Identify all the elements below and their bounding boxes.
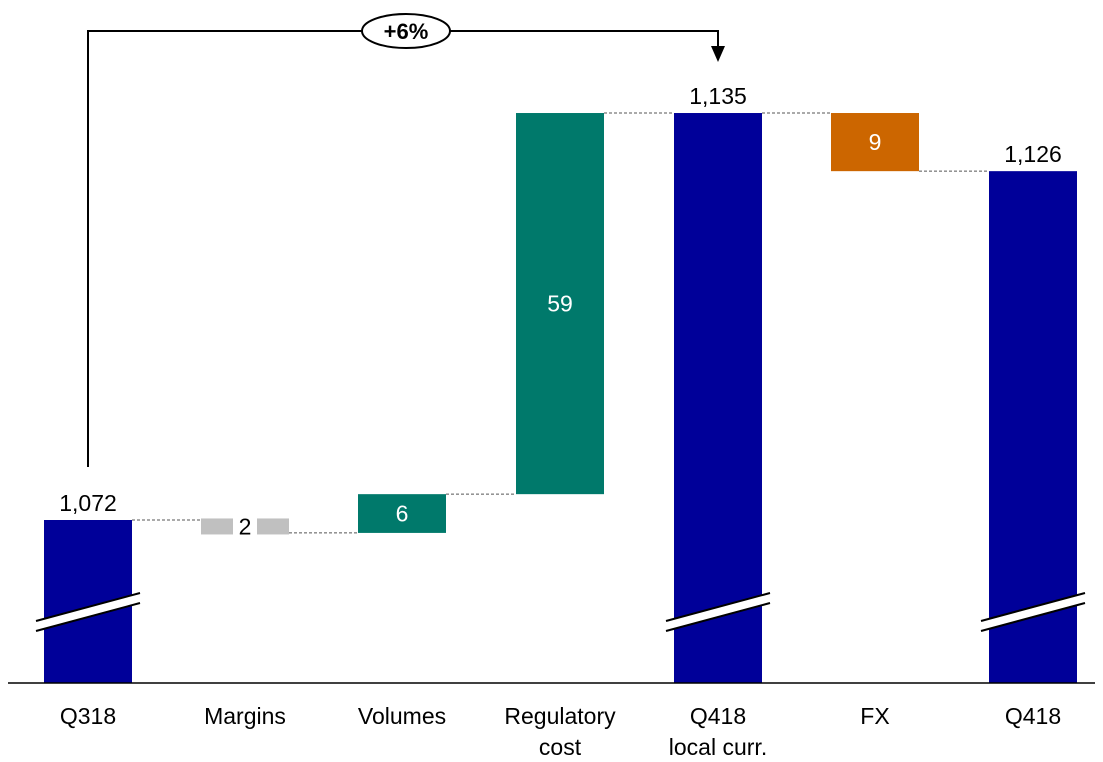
value-label-q318: 1,072 [59, 490, 117, 516]
bar-q418-local-curr [674, 113, 762, 683]
value-label-q418: 1,126 [1004, 141, 1062, 167]
connector-lines [132, 112, 989, 534]
axis-break-line [980, 602, 1086, 632]
growth-bracket [87, 30, 719, 467]
axis-break-line [980, 592, 1086, 622]
x-tick-label: cost [539, 734, 582, 760]
bar-volumes [358, 494, 446, 533]
x-tick-label: Q418 [690, 703, 746, 729]
value-label-q418-local-curr: 1,135 [689, 83, 747, 109]
growth-label: +6% [384, 19, 429, 44]
bar-margins-right [257, 518, 289, 535]
value-label-margins: 2 [239, 513, 252, 539]
axis-break-line [665, 602, 771, 632]
value-label-volumes: 6 [396, 501, 409, 527]
bar-regulatory-cost [516, 113, 604, 495]
bar-fx [831, 113, 919, 172]
axis-break-gap [666, 593, 770, 631]
x-tick-label: Volumes [358, 703, 446, 729]
growth-badge [361, 13, 451, 49]
x-tick-label: FX [860, 703, 889, 729]
bar-q418 [989, 171, 1077, 683]
value-label-regulatory-cost: 59 [547, 291, 573, 317]
bar-margins-left [201, 518, 233, 535]
axis-break-gap [36, 593, 140, 631]
x-axis-labels: Q318 Margins Volumes Regulatory cost Q418 loca… [60, 703, 1061, 760]
x-tick-label: Q418 [1005, 703, 1061, 729]
growth-annotation: +6% [87, 13, 725, 467]
x-tick-label: Regulatory [504, 703, 616, 729]
bars-layer: 1,072 2 6 59 1,135 9 1,126 [44, 83, 1077, 683]
axis-break-line [665, 592, 771, 622]
x-tick-label: local curr. [669, 734, 767, 760]
growth-arrowhead [711, 46, 725, 62]
axis-break-marks [35, 592, 1086, 632]
value-label-fx: 9 [869, 129, 882, 155]
axis-break-line [35, 602, 141, 632]
axis-break-line [35, 592, 141, 622]
x-tick-label: Q318 [60, 703, 116, 729]
x-tick-label: Margins [204, 703, 286, 729]
axis-break-gap [981, 593, 1085, 631]
